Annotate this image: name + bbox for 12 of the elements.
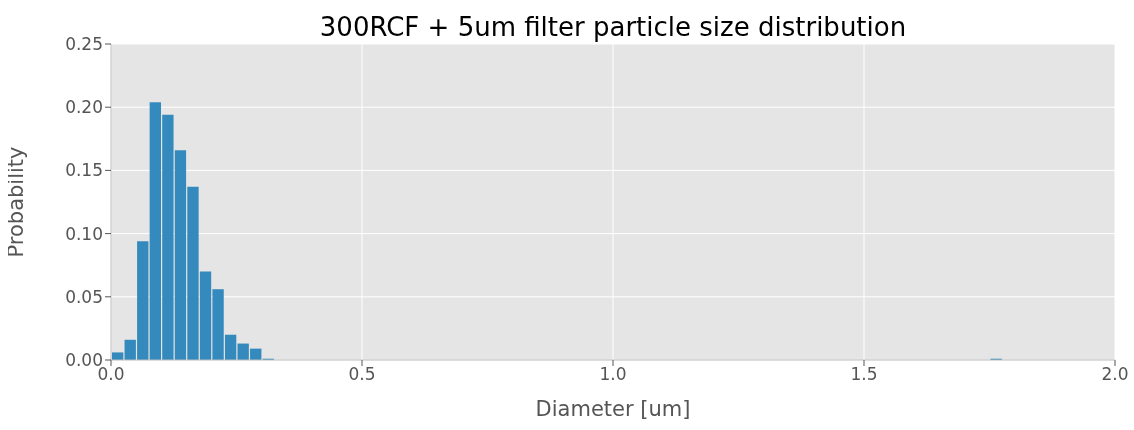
x-axis-title: Diameter [um]	[535, 397, 691, 421]
chart-title: 300RCF + 5um filter particle size distribution	[319, 12, 907, 42]
y-tick-label: 0.15	[65, 160, 103, 181]
y-axis-title: Probability	[4, 146, 29, 258]
y-tick-label: 0.25	[65, 34, 103, 55]
y-tick-label: 0.10	[65, 223, 103, 244]
x-tick-label: 1.0	[599, 364, 627, 385]
y-tick-label: 0.05	[65, 286, 103, 307]
x-tick-label: 2.0	[1101, 364, 1129, 385]
x-tick-label: 1.5	[850, 364, 878, 385]
y-tick-label: 0.20	[65, 97, 103, 118]
x-tick-label: 0.5	[348, 364, 376, 385]
